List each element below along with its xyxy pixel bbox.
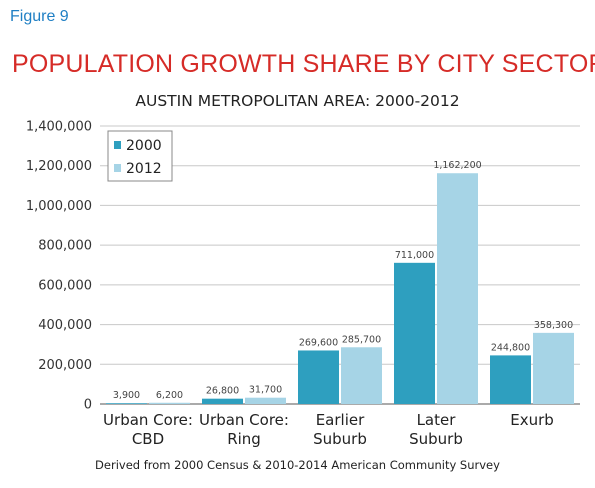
- bar-2012: [437, 173, 478, 404]
- bar-2012: [533, 332, 574, 404]
- data-label: 1,162,200: [433, 160, 481, 171]
- x-tick-label: Urban Core:: [199, 411, 289, 429]
- chart-subtitle: AUSTIN METROPOLITAN AREA: 2000-2012: [135, 92, 460, 110]
- bar-2000: [394, 262, 435, 404]
- y-tick-label: 400,000: [38, 318, 92, 333]
- data-label: 6,200: [156, 390, 183, 401]
- source-note: Derived from 2000 Census & 2010-2014 Ame…: [95, 458, 500, 472]
- data-label: 269,600: [299, 337, 338, 348]
- data-label: 3,900: [113, 390, 140, 401]
- y-tick-label: 1,400,000: [26, 120, 92, 135]
- x-tick-label: Suburb: [409, 430, 463, 448]
- data-label: 244,800: [491, 342, 530, 353]
- bar-2012: [341, 347, 382, 404]
- legend-box: [107, 130, 173, 182]
- x-tick-label: Urban Core:: [103, 411, 193, 429]
- x-tick-label: Earlier: [316, 411, 365, 429]
- bar-2012: [149, 402, 190, 404]
- y-tick-label: 200,000: [38, 358, 92, 373]
- chart-title: POPULATION GROWTH SHARE BY CITY SECTOR: [12, 50, 595, 78]
- legend-swatch: [114, 164, 121, 172]
- data-label: 285,700: [342, 334, 381, 345]
- x-tick-label: Ring: [227, 430, 261, 448]
- y-tick-label: 800,000: [38, 239, 92, 254]
- data-label: 711,000: [395, 250, 434, 261]
- data-label: 31,700: [249, 385, 282, 396]
- y-tick-label: 1,000,000: [26, 199, 92, 214]
- bar-2000: [202, 398, 243, 404]
- y-tick-label: 1,200,000: [26, 159, 92, 174]
- legend-label: 2000: [126, 138, 162, 154]
- bar-2012: [245, 397, 286, 404]
- bar-2000: [298, 350, 339, 404]
- figure-label: Figure 9: [10, 8, 69, 25]
- y-tick-label: 600,000: [38, 278, 92, 293]
- x-tick-label: CBD: [132, 430, 164, 448]
- bar-2000: [490, 355, 531, 404]
- y-tick-label: 0: [84, 398, 92, 413]
- data-label: 358,300: [534, 320, 573, 331]
- x-tick-label: Suburb: [313, 430, 367, 448]
- bar-2000: [106, 403, 147, 404]
- legend-label: 2012: [126, 161, 162, 177]
- x-tick-label: Exurb: [510, 411, 554, 429]
- data-label: 26,800: [206, 386, 239, 397]
- bar-chart: 0 200,000 400,000 600,000 800,000 1,000,000 1,…: [26, 120, 580, 448]
- x-tick-label: Later: [417, 411, 457, 429]
- legend-swatch: [114, 141, 121, 149]
